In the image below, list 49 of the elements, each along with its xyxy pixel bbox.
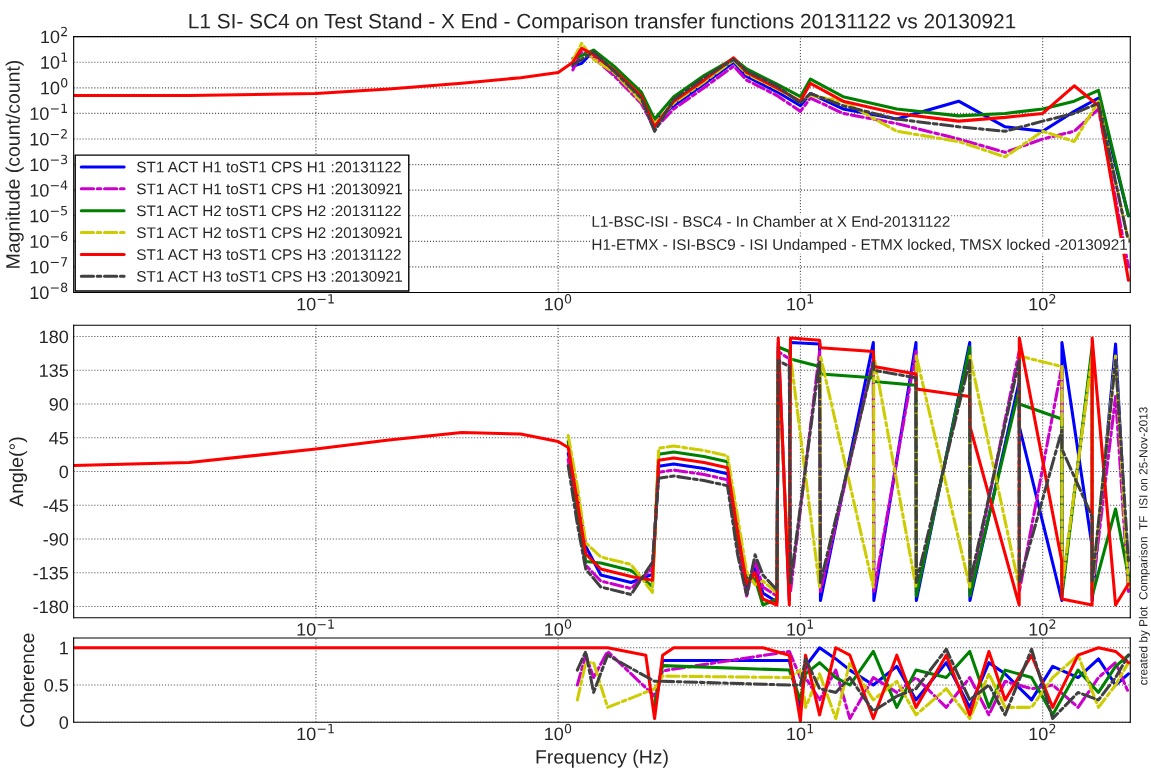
x-tick-label: 10$^{−1}$ [297,619,334,636]
y-tick-label: 10$^{1}$ [41,52,68,69]
chart-title: L1 SI- SC4 on Test Stand - X End - Comparison transfer functions 20131122 vs 20130921 [189,13,1016,33]
y-tick-label: 0 [59,716,69,729]
x-tick-label: 10$^{0}$ [545,723,572,741]
y-axis-title: Coherence [20,633,35,727]
y-tick-label: 10$^{−7}$ [30,257,68,274]
y-tick-label: 1 [60,641,68,655]
y-tick-label: 10$^{−8}$ [30,282,68,300]
x-tick-label: 10$^{2}$ [1029,294,1056,311]
y-tick-label: 10$^{−5}$ [30,206,68,223]
x-tick-label: 10$^{1}$ [787,294,814,311]
y-tick-label: 10$^{−3}$ [30,154,68,172]
x-tick-label: 10$^{0}$ [545,294,572,311]
y-tick-label: 0.5 [44,678,69,692]
y-tick-label: 10$^{−1}$ [30,103,67,121]
y-tick-label: 10$^{−2}$ [30,129,67,146]
y-tick-label: -135 [33,566,69,580]
x-tick-label: 10$^{0}$ [545,619,572,636]
legend-label: ST1 ACT H1 toST1 CPS H1 :20130921 [137,183,402,195]
x-tick-label: 10$^{−1}$ [297,294,334,311]
y-tick-label: 0 [59,465,69,479]
y-tick-label: 10$^{0}$ [41,77,68,95]
y-tick-label: 45 [49,431,69,445]
legend-label: ST1 ACT H2 toST1 CPS H2 :20130921 [137,227,402,239]
y-tick-label: 90 [49,397,69,411]
y-axis-title: Magnitude (count/count) [5,60,24,268]
y-tick-label: 10$^{2}$ [41,26,67,44]
y-tick-label: 10$^{−6}$ [30,231,68,248]
x-tick-label: 10$^{2}$ [1029,723,1056,741]
x-tick-label: 10$^{2}$ [1029,619,1056,636]
annotation: L1-BSC-ISI - BSC4 - In Chamber at X End-20131122 [592,215,950,227]
x-tick-label: 10$^{1}$ [787,619,814,636]
text: created by Plot Comparison TF ISI on 25-Nov-2013 [1138,407,1150,685]
y-tick-label: -180 [33,600,69,614]
legend-label: ST1 ACT H1 toST1 CPS H1 :20131122 [137,161,401,173]
y-tick-label: 135 [40,364,69,377]
x-axis-title: Frequency (Hz) [536,749,668,768]
x-tick-label: 10$^{−1}$ [297,723,334,741]
y-tick-label: 180 [40,330,69,344]
legend-label: ST1 ACT H3 toST1 CPS H3 :20130921 [137,271,402,282]
y-tick-label: 10$^{−4}$ [30,180,68,197]
y-axis-title: Angle(°) [8,437,28,507]
y-tick-label: -90 [43,532,69,546]
y-tick-label: -45 [43,499,69,512]
legend-label: ST1 ACT H2 toST1 CPS H2 :20131122 [137,205,401,217]
annotation: H1-ETMX - ISI-BSC9 - ISI Undamped - ETMX locked, TMSX locked -20130921 [592,238,1128,254]
legend-label: ST1 ACT H3 toST1 CPS H3 :20131122 [137,249,401,260]
x-tick-label: 10$^{1}$ [787,723,814,741]
